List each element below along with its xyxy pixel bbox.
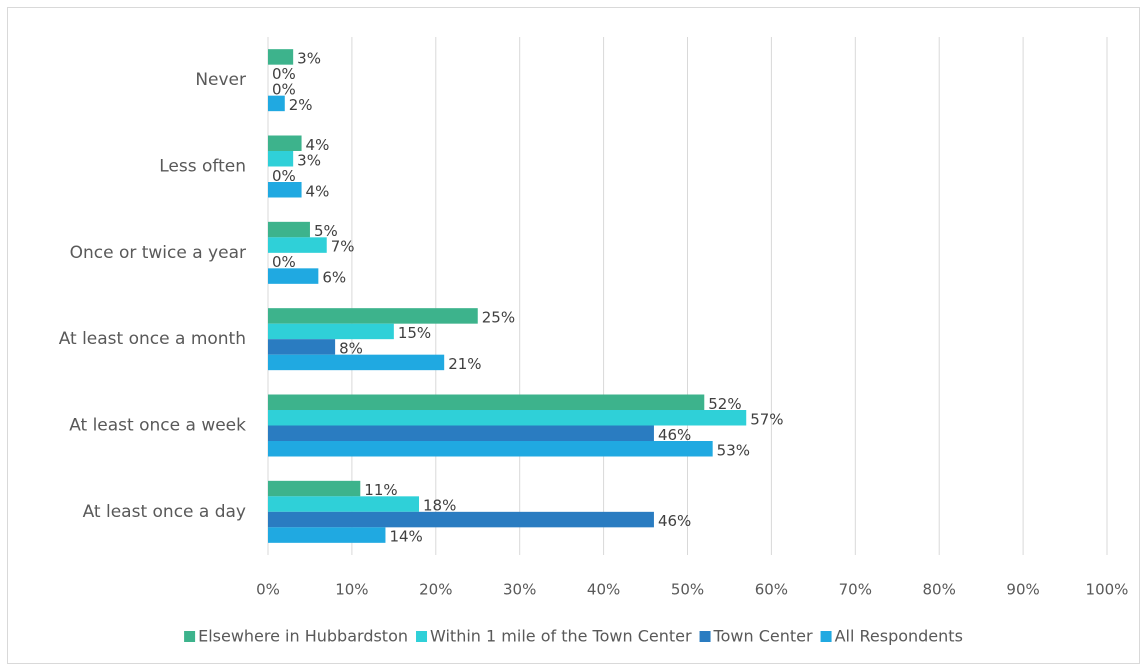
data-label: 3% <box>297 151 321 169</box>
y-tick-label: Less often <box>159 157 246 177</box>
data-label: 57% <box>750 410 783 428</box>
data-label: 4% <box>306 136 330 154</box>
bar <box>268 511 654 528</box>
data-label: 0% <box>272 80 296 98</box>
bar <box>268 268 319 284</box>
bar <box>268 339 336 355</box>
bar <box>268 95 285 112</box>
x-tick-label: 10% <box>335 581 368 599</box>
data-label: 4% <box>306 182 330 200</box>
data-label: 18% <box>423 497 456 515</box>
x-tick-label: 30% <box>503 581 536 599</box>
data-label: 52% <box>708 395 741 413</box>
data-label: 6% <box>322 269 346 287</box>
x-tick-label: 60% <box>755 581 788 599</box>
bar <box>268 49 294 65</box>
y-tick-label: At least once a month <box>59 329 246 349</box>
data-label: 14% <box>389 528 422 546</box>
chart-border <box>7 7 1140 664</box>
data-label: 46% <box>658 512 691 530</box>
x-tick-label: 80% <box>923 581 956 599</box>
data-label: 0% <box>272 65 296 83</box>
legend-label: All Respondents <box>835 627 963 646</box>
data-label: 15% <box>398 324 431 342</box>
bar <box>268 237 327 253</box>
bar <box>268 354 445 371</box>
data-label: 46% <box>658 426 691 444</box>
bar <box>268 323 394 340</box>
y-tick-label: Never <box>195 70 246 90</box>
data-label: 25% <box>482 308 515 326</box>
bar <box>268 425 654 441</box>
x-tick-label: 70% <box>839 581 872 599</box>
data-label: 0% <box>272 253 296 271</box>
data-label: 11% <box>364 481 397 499</box>
bar <box>268 308 478 324</box>
bar <box>268 441 713 457</box>
legend-swatch <box>699 631 711 642</box>
bar <box>268 151 294 167</box>
bar <box>268 182 302 198</box>
data-label: 3% <box>297 49 321 67</box>
bar <box>268 394 705 410</box>
x-tick-label: 50% <box>671 581 704 599</box>
x-tick-label: 20% <box>419 581 452 599</box>
y-tick-label: Once or twice a year <box>70 243 246 263</box>
y-tick-label: At least once a week <box>69 416 246 436</box>
bar <box>268 135 302 151</box>
bar <box>268 410 747 426</box>
bar <box>268 527 386 543</box>
data-label: 2% <box>289 96 313 114</box>
data-label: 0% <box>272 167 296 185</box>
legend-label: Within 1 mile of the Town Center <box>430 627 692 646</box>
legend-swatch <box>416 631 428 642</box>
x-tick-label: 100% <box>1086 581 1129 599</box>
x-tick-label: 0% <box>256 581 280 599</box>
legend-label: Elsewhere in Hubbardston <box>198 627 408 646</box>
bar <box>268 480 361 497</box>
data-label: 8% <box>339 339 363 357</box>
data-label: 53% <box>717 441 750 459</box>
x-tick-label: 90% <box>1006 581 1039 599</box>
x-tick-label: 40% <box>587 581 620 599</box>
data-label: 7% <box>331 238 355 256</box>
legend-label: Town Center <box>713 627 813 646</box>
legend-swatch <box>820 631 832 642</box>
y-tick-label: At least once a day <box>83 502 246 522</box>
bar <box>268 496 420 512</box>
legend-swatch <box>184 631 196 642</box>
data-label: 5% <box>314 222 338 240</box>
data-label: 21% <box>448 355 481 373</box>
bar <box>268 221 310 238</box>
